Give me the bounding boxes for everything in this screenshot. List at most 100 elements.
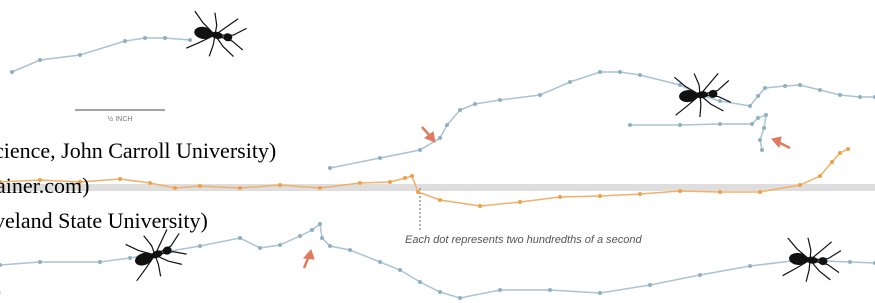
trail-dot [38,58,42,62]
trail-dot [518,200,522,204]
trail-dot [445,123,449,127]
trail-dot [198,244,202,248]
trail-dot [418,280,422,284]
trail-dot [163,36,167,40]
ant [123,224,191,284]
trail-dot [748,104,752,108]
trail-dot [838,151,842,155]
trail-dot [678,123,682,127]
trail-dot [238,236,242,240]
trail-dot [98,260,102,264]
trail-dot [798,183,802,187]
trail-dot [418,148,422,152]
trail-dot [718,190,722,194]
trail-dot [750,122,754,126]
arrows [304,127,790,268]
trail-dot [838,93,842,97]
trail-dot [410,174,414,178]
trail-dot [458,108,462,112]
ant-abdomen [133,250,154,267]
trail-dot [756,116,760,120]
trail-dot [758,190,762,194]
trail-dot [638,73,642,77]
trail-dot [10,70,14,74]
trail-dot [143,36,147,40]
trail-dot [398,268,402,272]
trail-dot [763,86,767,90]
trail-dot [278,243,282,247]
trail-dot [558,195,562,199]
trail-dot [458,296,462,300]
trail-dot [403,176,407,180]
trail-dot [718,99,722,103]
ant [672,70,732,119]
trail-dot [760,148,764,152]
trail-dot [473,102,477,106]
trail-dot [548,288,552,292]
trail-dot [78,53,82,57]
trail [330,72,875,168]
trail-dot [538,93,542,97]
trail-dot [798,83,802,87]
trail-dot [188,38,192,42]
trail-dot [718,122,722,126]
trail-dot [830,160,834,164]
trail-dot [318,222,322,226]
trail-dot [348,248,352,252]
trail-dot [0,263,2,267]
arrow-head [304,250,314,259]
trail-dot [568,80,572,84]
credit-line: cience, John Carroll University) [0,138,276,163]
trail-dot [618,70,622,74]
trail-dot [118,177,122,181]
trail-dot [848,260,852,264]
trail-dot [438,290,442,294]
trail-dot [858,95,862,99]
trail-dot [698,273,702,277]
trail-dot [173,186,177,190]
trail-dot [628,123,632,127]
reference-band [0,184,875,191]
trail-dot [818,88,822,92]
ant-abdomen [193,25,213,40]
trails [0,36,875,300]
trail-dot [416,190,420,194]
trail-dot [128,256,132,260]
ant [186,9,249,62]
trail-dot [764,113,768,117]
ant-trails-figure: ½ INCH Each dot represents two hundredth… [0,0,875,303]
credit-line: 0 [0,280,1,303]
trail-dot [818,174,822,178]
trail-dot [748,264,752,268]
trail-dot [320,236,324,240]
trail-dot [378,156,382,160]
trail-dot [318,186,322,190]
trail-dot [756,94,760,98]
trail-dot [198,184,202,188]
trail-dot [598,194,602,198]
trail-dot [438,136,442,140]
trail-dot [328,166,332,170]
trail-dot [438,198,442,202]
trail-dot [258,246,262,250]
trail-dot [598,291,602,295]
credit-line: ainer.com) [0,173,89,198]
trail-dot [38,260,42,264]
trail-dot [783,84,787,88]
trail-dot [388,180,392,184]
annotation: Each dot represents two hundredths of a … [405,234,643,246]
trail-dot [498,98,502,102]
trail-dot [278,183,282,187]
trail [12,38,190,72]
trail-dot [648,283,652,287]
trail-dot [123,39,127,43]
scale-label: ½ INCH [108,115,133,123]
trail-dot [238,186,242,190]
ant-head [162,245,173,256]
trail-dot [498,288,502,292]
trail-dot [762,126,766,130]
trail-dot [148,181,152,185]
trail-dot [678,189,682,193]
trail-dot [298,234,302,238]
trail-dot [478,204,482,208]
